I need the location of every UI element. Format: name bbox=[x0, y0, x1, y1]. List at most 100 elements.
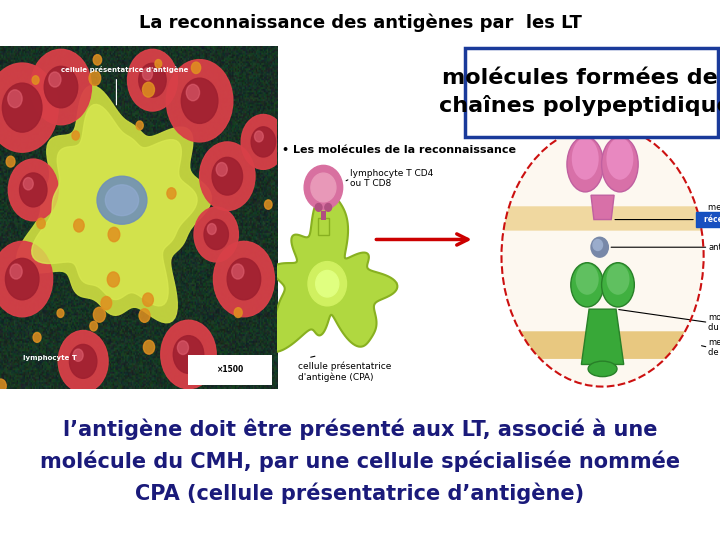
Circle shape bbox=[212, 157, 243, 195]
Ellipse shape bbox=[575, 264, 599, 295]
Circle shape bbox=[143, 293, 153, 306]
Circle shape bbox=[8, 90, 22, 107]
Circle shape bbox=[161, 320, 216, 389]
Ellipse shape bbox=[606, 264, 629, 295]
Circle shape bbox=[0, 379, 6, 393]
Circle shape bbox=[6, 258, 39, 300]
Ellipse shape bbox=[567, 137, 603, 192]
Ellipse shape bbox=[602, 262, 634, 307]
Circle shape bbox=[216, 163, 228, 176]
Circle shape bbox=[315, 271, 339, 297]
Circle shape bbox=[30, 49, 91, 125]
Text: ×1500: ×1500 bbox=[217, 366, 243, 374]
Circle shape bbox=[139, 63, 166, 97]
Ellipse shape bbox=[97, 176, 147, 224]
Circle shape bbox=[186, 84, 199, 101]
Text: antigène: antigène bbox=[708, 242, 720, 252]
Circle shape bbox=[69, 345, 97, 379]
Polygon shape bbox=[17, 86, 212, 323]
Circle shape bbox=[90, 321, 97, 331]
Ellipse shape bbox=[602, 137, 638, 192]
Text: cellule présentatrice d'antigène: cellule présentatrice d'antigène bbox=[61, 66, 189, 73]
Circle shape bbox=[108, 227, 120, 242]
Circle shape bbox=[89, 71, 101, 85]
Circle shape bbox=[72, 131, 79, 140]
Circle shape bbox=[10, 264, 22, 279]
Bar bbox=[320, 211, 326, 220]
Bar bbox=[189, 354, 271, 386]
Circle shape bbox=[315, 204, 322, 211]
Circle shape bbox=[32, 76, 39, 84]
Circle shape bbox=[73, 219, 84, 232]
Circle shape bbox=[2, 83, 42, 132]
Text: molécule
du CMH: molécule du CMH bbox=[708, 313, 720, 332]
Text: lymphocyte T: lymphocyte T bbox=[23, 355, 77, 361]
Polygon shape bbox=[503, 206, 702, 231]
Circle shape bbox=[143, 68, 153, 80]
Circle shape bbox=[591, 237, 608, 257]
Ellipse shape bbox=[571, 262, 603, 307]
Circle shape bbox=[199, 142, 255, 211]
Circle shape bbox=[204, 219, 228, 249]
Circle shape bbox=[194, 207, 238, 262]
Circle shape bbox=[207, 224, 216, 234]
Circle shape bbox=[0, 241, 53, 317]
Circle shape bbox=[228, 258, 261, 300]
Text: lymphocyte T CD4
ou T CD8: lymphocyte T CD4 ou T CD8 bbox=[351, 169, 433, 188]
Text: molécules formées de 2
chaînes polypeptidiques: molécules formées de 2 chaînes polypepti… bbox=[438, 69, 720, 116]
Text: membrane
de la CPA: membrane de la CPA bbox=[708, 338, 720, 357]
Circle shape bbox=[49, 72, 61, 87]
Circle shape bbox=[192, 62, 201, 73]
Circle shape bbox=[167, 188, 176, 199]
Circle shape bbox=[241, 114, 286, 170]
Circle shape bbox=[44, 66, 78, 108]
Circle shape bbox=[325, 204, 332, 211]
Polygon shape bbox=[32, 104, 197, 306]
Bar bbox=[318, 219, 329, 235]
Circle shape bbox=[174, 336, 204, 373]
Text: cellule présentatrice
d'antigène (CPA): cellule présentatrice d'antigène (CPA) bbox=[298, 361, 392, 382]
Circle shape bbox=[9, 159, 58, 221]
Text: membrane du
lymphocyte T: membrane du lymphocyte T bbox=[708, 203, 720, 222]
Circle shape bbox=[264, 200, 272, 210]
Circle shape bbox=[101, 296, 112, 309]
Circle shape bbox=[304, 165, 343, 210]
Circle shape bbox=[143, 340, 155, 354]
Ellipse shape bbox=[606, 138, 634, 180]
Circle shape bbox=[593, 240, 603, 251]
Circle shape bbox=[58, 330, 108, 392]
Circle shape bbox=[33, 333, 41, 342]
Circle shape bbox=[37, 218, 45, 228]
Circle shape bbox=[155, 59, 162, 68]
Circle shape bbox=[107, 272, 120, 287]
Circle shape bbox=[143, 82, 155, 97]
Circle shape bbox=[19, 173, 47, 207]
Circle shape bbox=[57, 309, 64, 318]
Polygon shape bbox=[520, 331, 685, 359]
Circle shape bbox=[213, 241, 274, 317]
Circle shape bbox=[234, 308, 242, 318]
Circle shape bbox=[251, 127, 276, 157]
Circle shape bbox=[181, 78, 218, 124]
Circle shape bbox=[94, 307, 105, 322]
Circle shape bbox=[23, 178, 33, 190]
Circle shape bbox=[232, 264, 244, 279]
Circle shape bbox=[308, 261, 346, 306]
Polygon shape bbox=[581, 309, 624, 364]
Circle shape bbox=[93, 55, 102, 65]
FancyBboxPatch shape bbox=[465, 48, 718, 137]
Circle shape bbox=[177, 341, 189, 354]
Text: récepteur T: récepteur T bbox=[704, 215, 720, 224]
Circle shape bbox=[311, 173, 336, 202]
Circle shape bbox=[73, 349, 83, 361]
Circle shape bbox=[127, 49, 177, 111]
Circle shape bbox=[166, 59, 233, 142]
Ellipse shape bbox=[502, 125, 703, 387]
FancyBboxPatch shape bbox=[696, 212, 720, 227]
Circle shape bbox=[0, 63, 58, 152]
Circle shape bbox=[136, 121, 143, 130]
Circle shape bbox=[254, 131, 264, 142]
Ellipse shape bbox=[105, 185, 139, 215]
Text: La reconnaissance des antigènes par  les LT: La reconnaissance des antigènes par les … bbox=[138, 14, 582, 32]
Circle shape bbox=[6, 156, 15, 167]
